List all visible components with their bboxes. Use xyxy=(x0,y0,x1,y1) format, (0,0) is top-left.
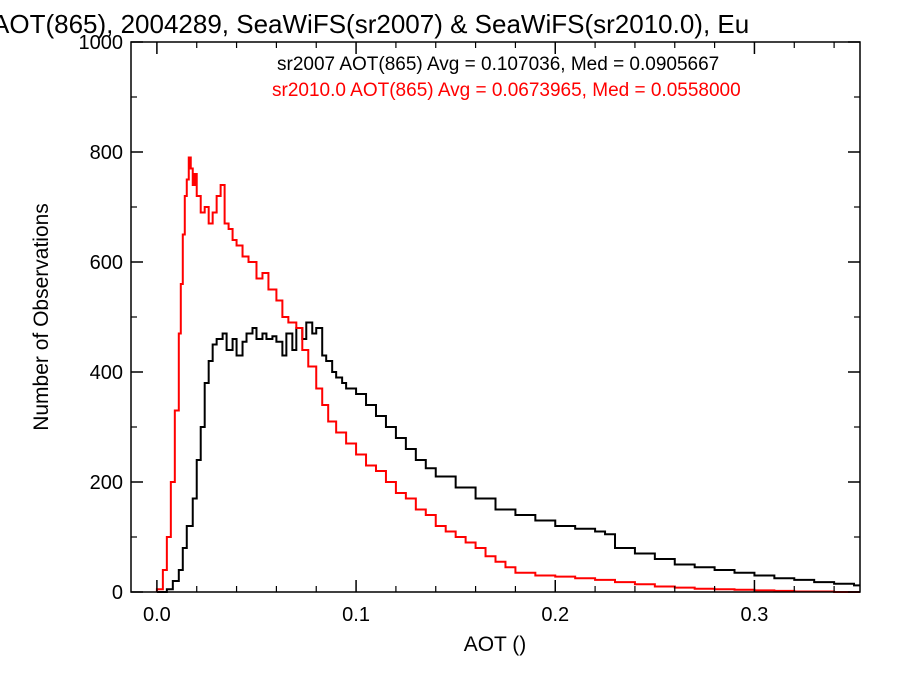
series-line-1 xyxy=(156,321,860,593)
annotation-sr2007: sr2007 AOT(865) Avg = 0.107036, Med = 0.… xyxy=(277,54,719,75)
x-tick-label: 0.2 xyxy=(541,604,569,626)
y-tick-label: 400 xyxy=(90,362,123,384)
y-tick-label: 1000 xyxy=(79,32,124,54)
axes-layer xyxy=(130,41,861,593)
y-axis-label: Number of Observations xyxy=(30,203,53,431)
y-tick-label: 800 xyxy=(90,142,123,164)
series-layer xyxy=(155,156,860,593)
y-tick-label: 0 xyxy=(112,582,123,604)
tick-labels: 0 200 400 600 800 1000 0.0 0.1 0.2 0.3 xyxy=(79,32,769,626)
x-tick-label: 0.1 xyxy=(342,604,370,626)
y-tick-label: 200 xyxy=(90,472,123,494)
series-line-2 xyxy=(155,156,860,593)
x-tick-label: 0.0 xyxy=(143,604,171,626)
x-axis-label: AOT () xyxy=(464,633,527,656)
annotation-sr2010: sr2010.0 AOT(865) Avg = 0.0673965, Med =… xyxy=(272,80,741,101)
y-tick-label: 600 xyxy=(90,252,123,274)
chart-title: AOT(865), 2004289, SeaWiFS(sr2007) & Sea… xyxy=(0,9,749,39)
x-tick-label: 0.3 xyxy=(741,604,769,626)
